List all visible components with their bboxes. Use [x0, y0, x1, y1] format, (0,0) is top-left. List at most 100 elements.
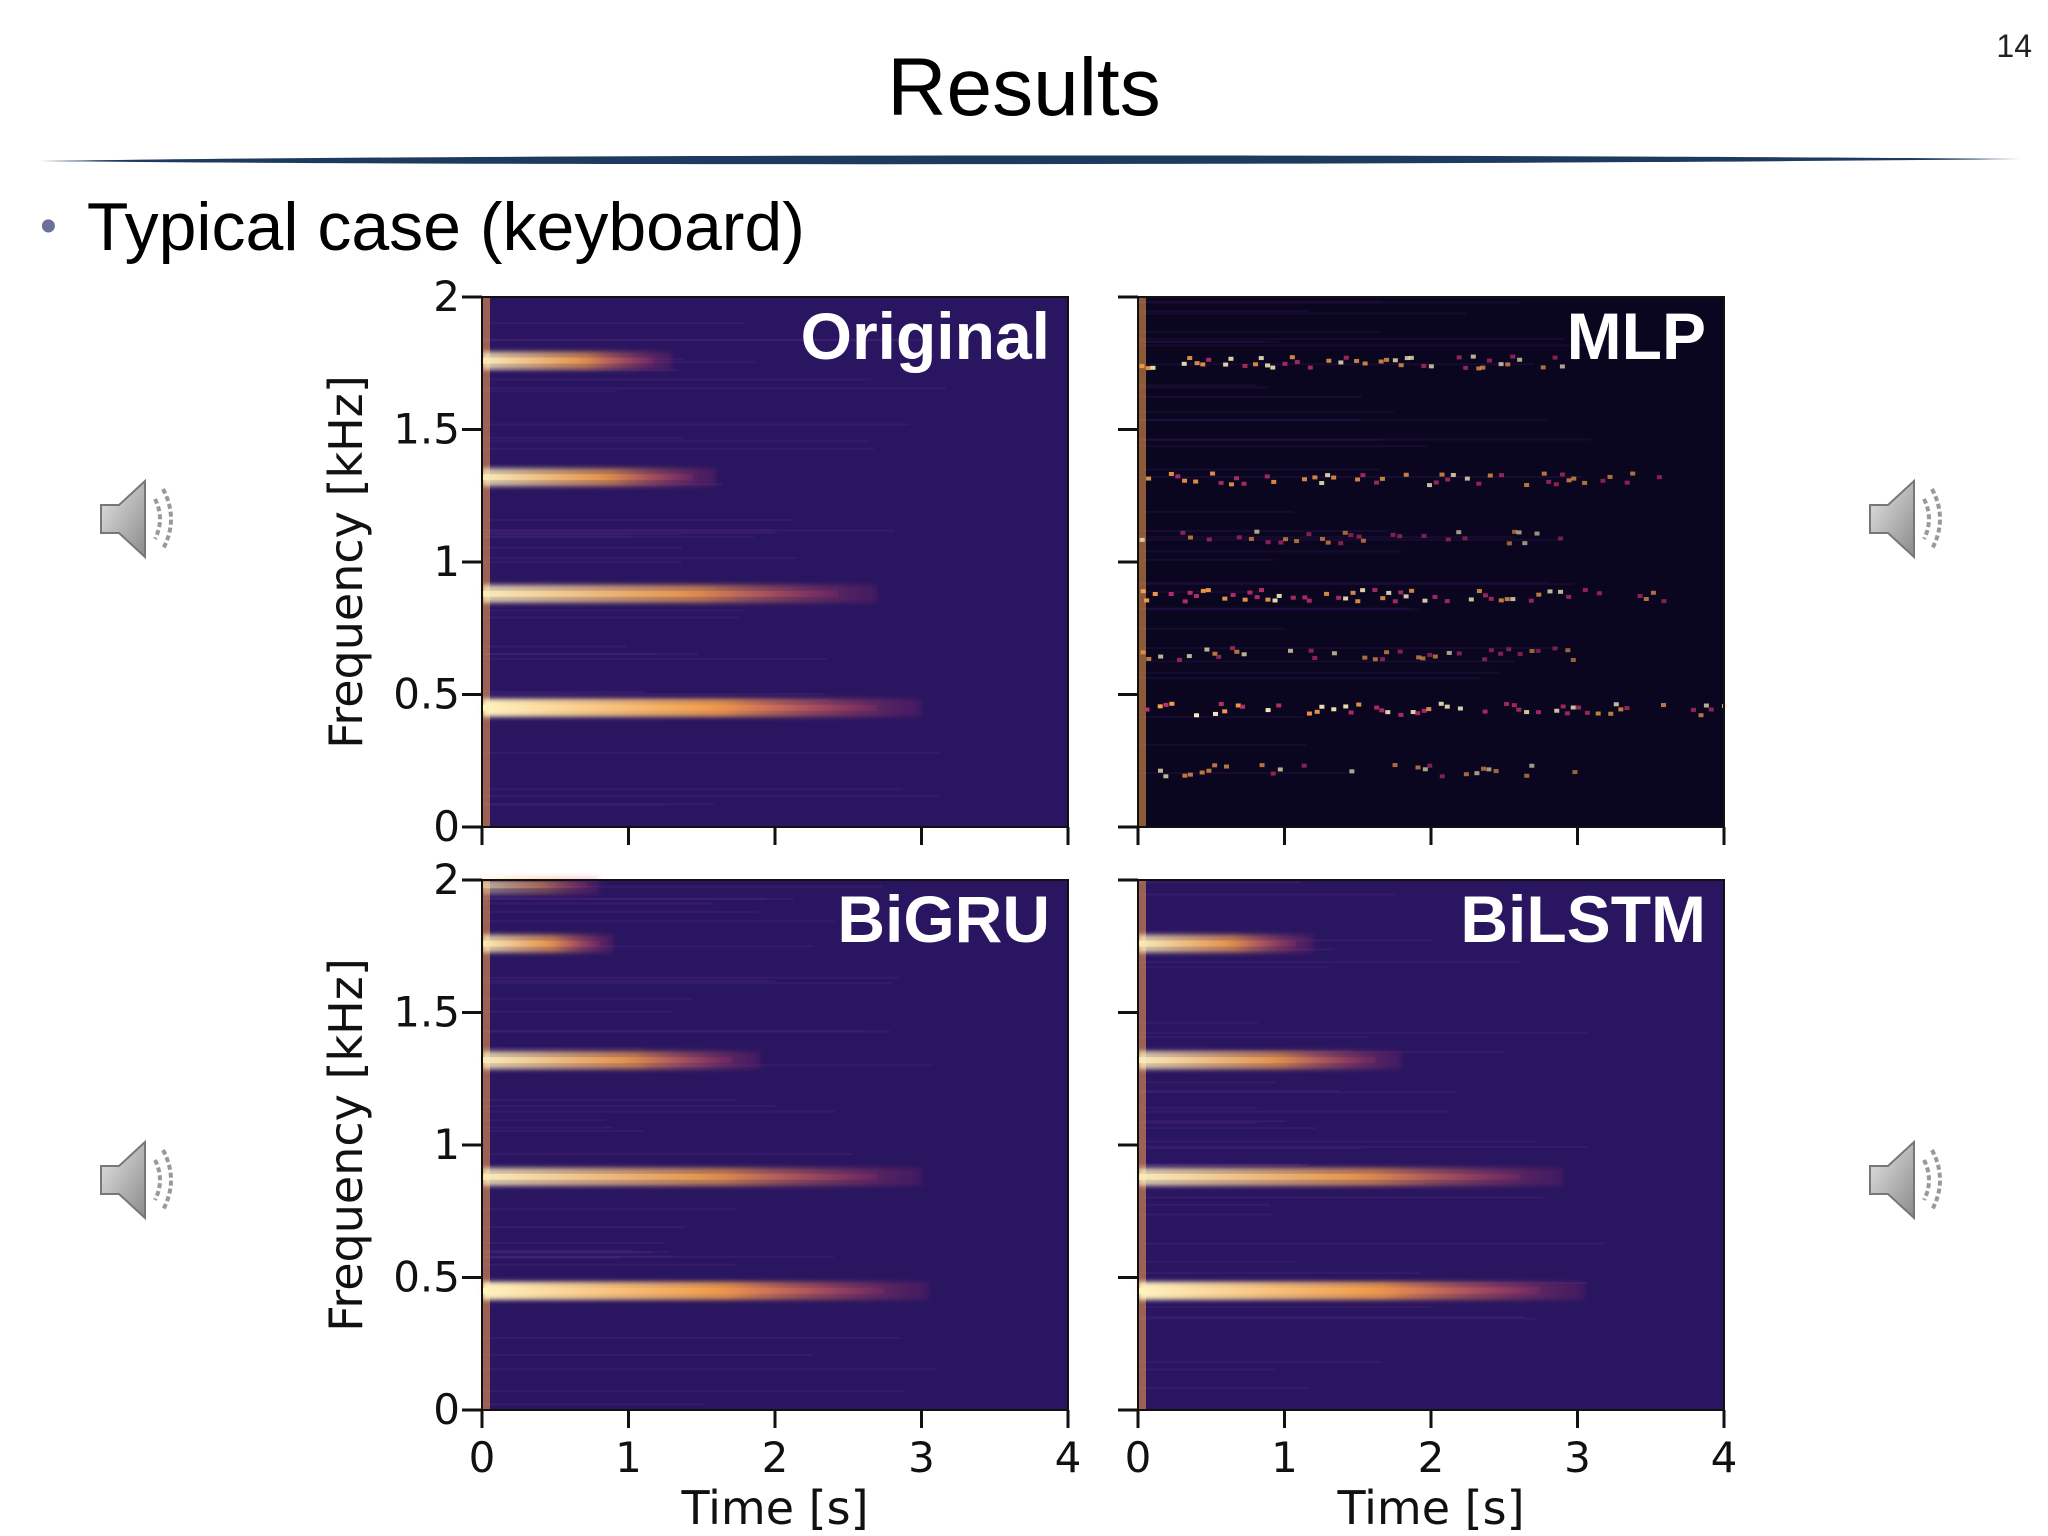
background-texture [1138, 671, 1501, 674]
panel-title: BiLSTM [1460, 882, 1706, 956]
spectral-energy-pixel [1397, 534, 1403, 539]
spectral-energy-pixel [1415, 765, 1421, 770]
spectral-energy-pixel [1384, 357, 1390, 362]
spectral-energy-pixel [1270, 365, 1276, 370]
y-tick-label: 2 [433, 272, 460, 321]
spectral-energy-pixel [1294, 360, 1300, 365]
x-tick-label: 4 [1055, 1433, 1082, 1482]
x-tick-label: 1 [615, 1433, 642, 1482]
spectral-energy-pixel [1433, 480, 1439, 485]
background-texture [482, 693, 825, 696]
harmonic-core [482, 1173, 878, 1180]
spectral-energy-pixel [1698, 713, 1704, 718]
spectral-energy-pixel [1343, 704, 1349, 709]
background-texture [1138, 340, 1263, 343]
spectrogram-panel-bilstm: BiLSTM 0 1 2 3 4 Time [s] [1118, 878, 1737, 1535]
spectral-energy-pixel [1182, 773, 1188, 778]
y-tick-label: 0 [433, 802, 460, 851]
speaker-icon [1869, 478, 1942, 560]
spectral-energy-pixel [1362, 361, 1368, 366]
background-texture [482, 997, 692, 1000]
spectral-energy-pixel [1230, 646, 1236, 651]
spectral-energy-pixel [1212, 651, 1218, 656]
background-texture [1138, 607, 1411, 610]
spectral-energy-pixel [1308, 648, 1314, 653]
background-texture [482, 556, 797, 559]
speaker-icon [100, 1139, 173, 1221]
background-texture [482, 1263, 735, 1266]
spectral-energy-pixel [1624, 480, 1630, 485]
background-texture [1138, 743, 1307, 746]
spectral-energy-pixel [1457, 706, 1463, 711]
background-texture [482, 1030, 891, 1033]
title-divider [40, 155, 2020, 165]
spectral-energy-pixel [1570, 705, 1576, 710]
spectral-energy-pixel [1421, 363, 1427, 368]
spectral-energy-pixel [1552, 355, 1558, 360]
background-texture [482, 546, 683, 549]
background-texture [1138, 1260, 1297, 1263]
background-texture [1138, 1164, 1308, 1167]
spectral-energy-pixel [1331, 707, 1337, 712]
spectral-energy-pixel [1282, 361, 1288, 366]
y-tick-label: 1.5 [393, 405, 460, 454]
plot-area [1138, 297, 1724, 827]
spectral-energy-pixel [1230, 592, 1236, 597]
spectral-energy-pixel [1445, 537, 1451, 542]
spectral-energy-pixel [1277, 767, 1283, 772]
background-texture [482, 1336, 900, 1339]
audio-button-bilstm[interactable] [1862, 1132, 1958, 1228]
spectral-energy-pixel [1422, 598, 1428, 603]
background-texture [482, 1256, 834, 1259]
spectral-energy-pixel [1319, 704, 1325, 709]
x-tick-label: 2 [1418, 1433, 1445, 1482]
spectral-energy-pixel [1504, 702, 1510, 707]
background-texture [482, 1110, 835, 1113]
background-texture [1138, 1213, 1273, 1216]
spectral-energy-pixel [1302, 595, 1308, 600]
spectral-energy-pixel [1163, 774, 1169, 779]
audio-button-bigru[interactable] [93, 1132, 189, 1228]
spectral-energy-pixel [1223, 362, 1229, 367]
background-texture [1138, 529, 1388, 532]
background-texture [482, 788, 902, 791]
spectral-energy-pixel [1265, 540, 1271, 545]
spectral-energy-pixel [1524, 773, 1530, 778]
audio-button-original[interactable] [93, 471, 189, 567]
background-texture [1138, 1140, 1537, 1143]
spectral-energy-pixel [1552, 646, 1558, 651]
x-tick-label: 0 [1125, 1433, 1152, 1482]
spectral-energy-pixel [1558, 536, 1564, 541]
spectrogram-panel-bigru: BiGRU 0 0.5 1 1.5 2 0 1 2 3 4 Frequency [kHz] Time [… [319, 855, 1081, 1535]
spectral-energy-pixel [1356, 702, 1362, 707]
spectral-energy-pixel [1194, 713, 1200, 718]
x-tick-label: 0 [469, 1433, 496, 1482]
spectral-energy-pixel [1481, 766, 1487, 771]
spectral-energy-pixel [1360, 588, 1366, 593]
spectral-energy-pixel [1168, 471, 1174, 476]
spectral-energy-pixel [1595, 711, 1601, 716]
spectral-energy-pixel [1438, 701, 1444, 706]
spectral-energy-pixel [1264, 474, 1270, 479]
background-texture [482, 447, 874, 450]
spectral-energy-pixel [1372, 657, 1378, 662]
spectral-energy-pixel [1510, 597, 1516, 602]
background-texture [1138, 1316, 1524, 1319]
background-texture [1138, 1305, 1431, 1308]
spectral-energy-pixel [1294, 539, 1300, 544]
background-texture [1138, 550, 1401, 553]
harmonic-core [1138, 1057, 1376, 1064]
spectral-energy-pixel [1464, 476, 1470, 481]
spectral-energy-pixel [1661, 599, 1667, 604]
background-texture [1138, 510, 1294, 513]
spectral-energy-pixel [1392, 763, 1398, 768]
spectral-energy-pixel [1505, 362, 1511, 367]
background-texture [1138, 419, 1360, 422]
spectral-energy-pixel [1193, 479, 1199, 484]
spectral-energy-pixel [1312, 475, 1318, 480]
background-texture [482, 653, 698, 656]
audio-button-mlp[interactable] [1862, 471, 1958, 567]
background-texture [1138, 301, 1522, 304]
background-texture [1138, 1081, 1276, 1084]
spectral-energy-pixel [1254, 529, 1260, 534]
